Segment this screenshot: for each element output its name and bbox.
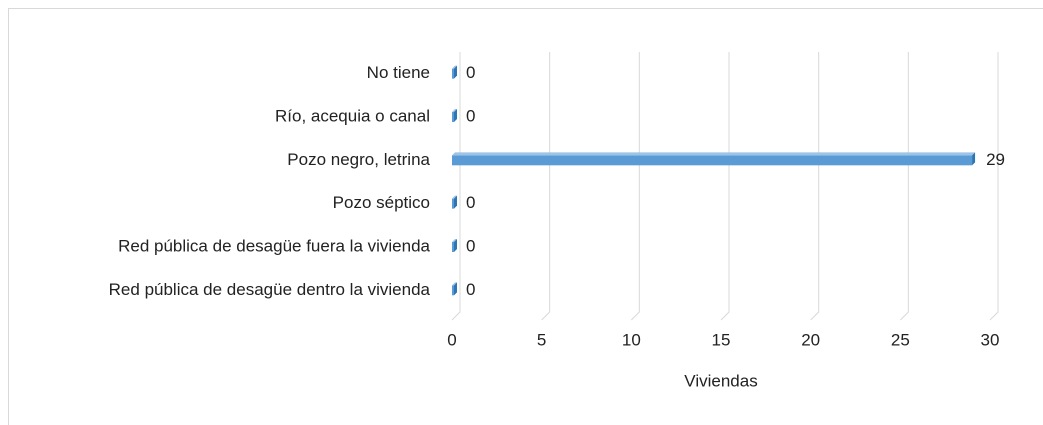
bar — [452, 65, 457, 79]
data-label: 0 — [466, 236, 475, 255]
y-tick-label: Pozo negro, letrina — [287, 150, 430, 169]
grid-line — [541, 52, 551, 321]
bar-face — [452, 198, 454, 209]
x-tick-label: 5 — [537, 330, 546, 349]
chart-frame — [8, 8, 1043, 425]
data-label: 0 — [466, 280, 475, 299]
x-tick-label: 0 — [447, 330, 456, 349]
bar-top — [452, 239, 457, 242]
bar-top — [452, 195, 457, 199]
y-tick-label: Red pública de desagüe dentro la viviend… — [109, 280, 431, 299]
bar-side — [454, 195, 457, 209]
data-label: 29 — [986, 150, 1005, 169]
bar — [452, 109, 457, 122]
x-tick-label: 15 — [712, 330, 731, 349]
bar-top — [452, 282, 457, 286]
bar — [452, 239, 457, 252]
bar-side — [454, 109, 457, 122]
data-label: 0 — [466, 193, 475, 212]
data-label: 0 — [466, 106, 475, 125]
y-tick-label: No tiene — [367, 63, 430, 82]
bar-top — [452, 152, 976, 156]
bar-face — [452, 112, 454, 122]
bar-face — [452, 68, 454, 79]
bar-face — [452, 155, 973, 166]
bar-side — [972, 152, 976, 166]
grid-line — [899, 52, 909, 321]
grid-line — [989, 52, 999, 321]
bar-face — [452, 242, 454, 252]
bar-side — [454, 282, 457, 296]
x-tick-label: 10 — [622, 330, 641, 349]
bar-top — [452, 109, 457, 112]
x-axis-title: Viviendas — [684, 371, 757, 390]
grid-line — [810, 52, 820, 321]
grid-line — [630, 52, 640, 321]
y-tick-label: Río, acequia o canal — [275, 106, 430, 125]
grid-line — [720, 52, 730, 321]
y-tick-label: Pozo séptico — [333, 193, 430, 212]
bar — [452, 195, 457, 209]
bar — [452, 282, 457, 296]
x-tick-label: 25 — [891, 330, 910, 349]
bar — [452, 152, 976, 166]
y-tick-label: Red pública de desagüe fuera la vivienda — [118, 236, 430, 255]
bar-side — [454, 65, 457, 79]
data-label: 0 — [466, 63, 475, 82]
grid-line — [451, 52, 461, 321]
x-tick-label: 20 — [801, 330, 820, 349]
bar-face — [452, 285, 454, 296]
bar-side — [454, 239, 457, 252]
x-tick-label: 30 — [981, 330, 1000, 349]
bar-top — [452, 65, 457, 69]
